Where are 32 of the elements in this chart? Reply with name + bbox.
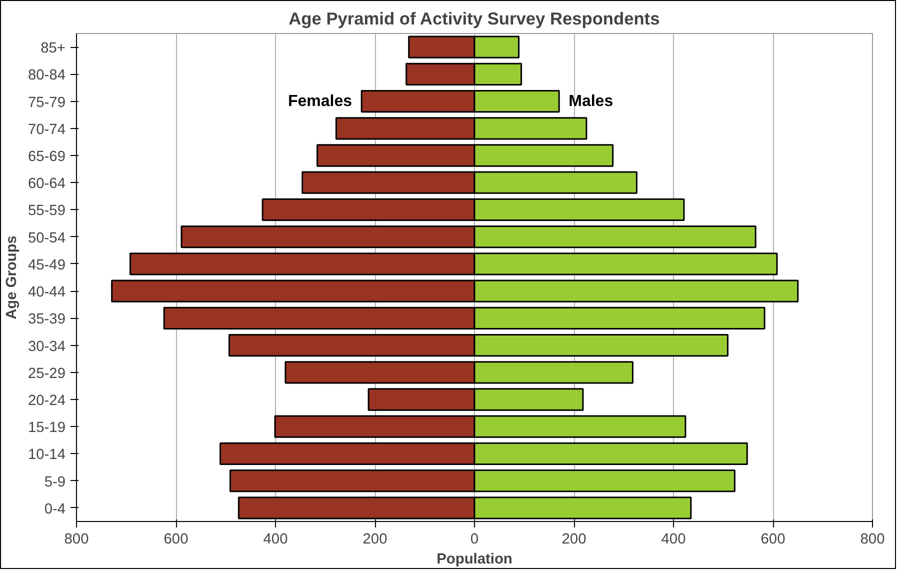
y-tick-label: 35-39 <box>28 312 66 328</box>
y-tick-label: 45-49 <box>28 257 66 274</box>
series-label: Males <box>568 92 614 110</box>
x-tick-label: 800 <box>64 532 89 548</box>
x-tick-label: 200 <box>562 532 586 548</box>
y-tick-label: 60-64 <box>28 176 66 192</box>
x-tick-label: 0 <box>470 532 479 548</box>
y-tick-label: 20-24 <box>28 393 66 409</box>
y-tick-label: 80-84 <box>28 68 66 84</box>
series-label: Females <box>288 92 352 110</box>
y-tick-label: 75-79 <box>28 94 66 111</box>
y-tick-label: 50-54 <box>28 230 66 246</box>
y-tick-label: 30-34 <box>28 338 66 355</box>
y-tick-label: 25-29 <box>28 366 66 382</box>
y-tick-label: 85+ <box>40 40 66 57</box>
y-tick-label: 40-44 <box>28 284 66 301</box>
y-tick-label: 70-74 <box>28 122 66 138</box>
x-tick-label: 600 <box>164 532 188 548</box>
x-axis-title: Population <box>436 552 512 568</box>
x-tick-label: 600 <box>760 532 786 548</box>
chart-title: Age Pyramid of Activity Survey Respondents <box>288 8 660 28</box>
y-tick-label: 10-14 <box>28 447 66 464</box>
y-tick-label: 55-59 <box>28 203 66 220</box>
y-tick-label: 65-69 <box>28 149 66 165</box>
x-tick-label: 800 <box>860 532 885 548</box>
x-tick-label: 400 <box>263 532 288 548</box>
y-tick-label: 15-19 <box>28 420 66 436</box>
x-tick-label: 400 <box>661 532 686 548</box>
y-tick-label: 0-4 <box>44 501 66 518</box>
y-axis-title: Age Groups <box>4 236 20 320</box>
x-tick-label: 200 <box>362 532 388 548</box>
y-tick-label: 5-9 <box>44 474 66 490</box>
